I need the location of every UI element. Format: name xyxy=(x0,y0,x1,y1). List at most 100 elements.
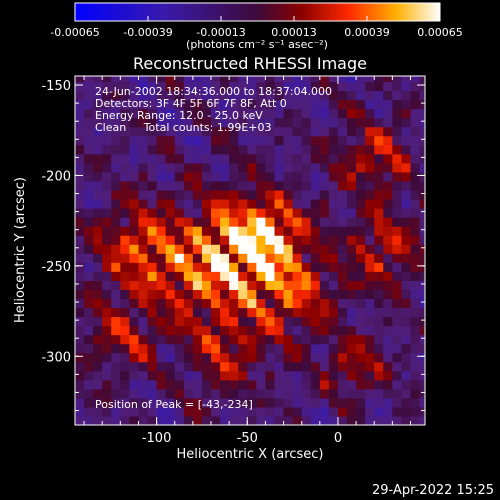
heatmap-cell xyxy=(410,298,421,309)
heatmap-cell xyxy=(102,262,112,272)
heatmap-cell xyxy=(111,325,121,336)
heatmap-cell xyxy=(328,153,339,164)
heatmap-cell xyxy=(310,144,321,155)
heatmap-cell xyxy=(93,388,103,399)
heatmap-cell xyxy=(401,262,412,272)
heatmap-cell xyxy=(111,208,121,218)
heatmap-cell xyxy=(229,208,239,218)
heatmap-cell xyxy=(356,153,366,164)
heatmap-cell xyxy=(301,171,312,182)
heatmap-cell xyxy=(410,235,421,245)
heatmap-cell xyxy=(374,289,384,300)
heatmap-cell xyxy=(174,144,185,155)
heatmap-cell xyxy=(84,325,94,336)
heatmap-cell xyxy=(383,208,393,218)
heatmap-cell xyxy=(392,189,403,200)
heatmap-cell xyxy=(365,370,375,381)
heatmap-cell xyxy=(192,144,203,155)
heatmap-cell xyxy=(102,235,112,245)
colorbar-gradient xyxy=(74,2,441,22)
heatmap-cell xyxy=(365,126,375,137)
heatmap-cell xyxy=(147,90,158,101)
colorbar-tick-label: -0.00013 xyxy=(196,26,245,39)
heatmap-cell xyxy=(328,307,339,318)
heatmap-cell xyxy=(156,379,167,390)
heatmap-cell xyxy=(174,397,185,408)
heatmap-cell xyxy=(292,262,303,272)
heatmap-cell xyxy=(75,307,85,318)
heatmap-cell xyxy=(174,406,185,417)
heatmap-cell xyxy=(93,171,103,182)
heatmap-cell xyxy=(165,280,176,290)
heatmap-cell xyxy=(183,189,194,200)
heatmap-cell xyxy=(192,406,203,417)
heatmap-cell xyxy=(383,307,393,318)
heatmap-cell xyxy=(247,81,257,92)
y-tick-label: -200 xyxy=(41,169,71,184)
heatmap-cell xyxy=(75,289,85,300)
heatmap-cell xyxy=(93,334,103,345)
heatmap-cell xyxy=(211,235,221,245)
heatmap-cell xyxy=(392,280,403,290)
heatmap-cell xyxy=(102,117,112,128)
heatmap-cell xyxy=(419,108,425,119)
heatmap-cell xyxy=(247,217,257,227)
heatmap-cell xyxy=(165,198,176,209)
heatmap-cell xyxy=(392,307,403,318)
heatmap-cell xyxy=(147,316,158,327)
heatmap-cell xyxy=(183,370,194,381)
heatmap-cell xyxy=(174,235,185,245)
heatmap-cell xyxy=(229,253,239,263)
heatmap-cell xyxy=(138,361,149,372)
heatmap-cell xyxy=(319,316,330,327)
heatmap-cell xyxy=(147,379,158,390)
heatmap-cell xyxy=(301,370,312,381)
heatmap-cell xyxy=(211,298,221,309)
heatmap-cell xyxy=(120,81,131,92)
heatmap-cell xyxy=(419,162,425,173)
colorbar: -0.00065 -0.00039 -0.00013 0.00013 0.00039 0.… xyxy=(50,2,463,51)
heatmap-cell xyxy=(374,415,384,425)
heatmap-cell xyxy=(156,189,167,200)
heatmap-cell xyxy=(102,108,112,119)
heatmap-cell xyxy=(174,108,185,119)
heatmap-cell xyxy=(401,343,412,354)
heatmap-cell xyxy=(337,117,348,128)
heatmap-cell xyxy=(102,226,112,236)
heatmap-cell xyxy=(183,135,194,146)
heatmap-cell xyxy=(319,334,330,345)
heatmap-cell xyxy=(220,171,230,182)
heatmap-cell xyxy=(401,415,412,425)
heatmap-cell xyxy=(383,117,393,128)
heatmap-cell xyxy=(383,226,393,236)
heatmap-cell xyxy=(147,361,158,372)
heatmap-cell xyxy=(319,226,330,236)
heatmap-cell xyxy=(192,99,203,110)
heatmap-cell xyxy=(347,153,357,164)
heatmap-cell xyxy=(256,406,267,417)
heatmap-cell xyxy=(120,262,131,272)
heatmap-cell xyxy=(374,171,384,182)
heatmap-cell xyxy=(410,370,421,381)
heatmap-cell xyxy=(347,180,357,191)
heatmap-cell xyxy=(147,126,158,137)
heatmap-cell xyxy=(174,361,185,372)
heatmap-cell xyxy=(401,334,412,345)
heatmap-cell xyxy=(356,334,366,345)
heatmap-cell xyxy=(392,235,403,245)
heatmap-cell xyxy=(93,162,103,173)
heatmap-cell xyxy=(156,81,167,92)
heatmap-cell xyxy=(129,81,140,92)
heatmap-cell xyxy=(174,271,185,281)
heatmap-cell xyxy=(328,415,339,425)
heatmap-cell xyxy=(301,144,312,155)
heatmap-cell xyxy=(201,325,212,336)
heatmap-cell xyxy=(147,162,158,173)
heatmap-cell xyxy=(283,343,294,354)
heatmap-cell xyxy=(310,343,321,354)
heatmap-cell xyxy=(283,208,294,218)
heatmap-cell xyxy=(156,388,167,399)
heatmap-cell xyxy=(419,189,425,200)
heatmap-cell xyxy=(192,316,203,327)
heatmap-cell xyxy=(365,81,375,92)
